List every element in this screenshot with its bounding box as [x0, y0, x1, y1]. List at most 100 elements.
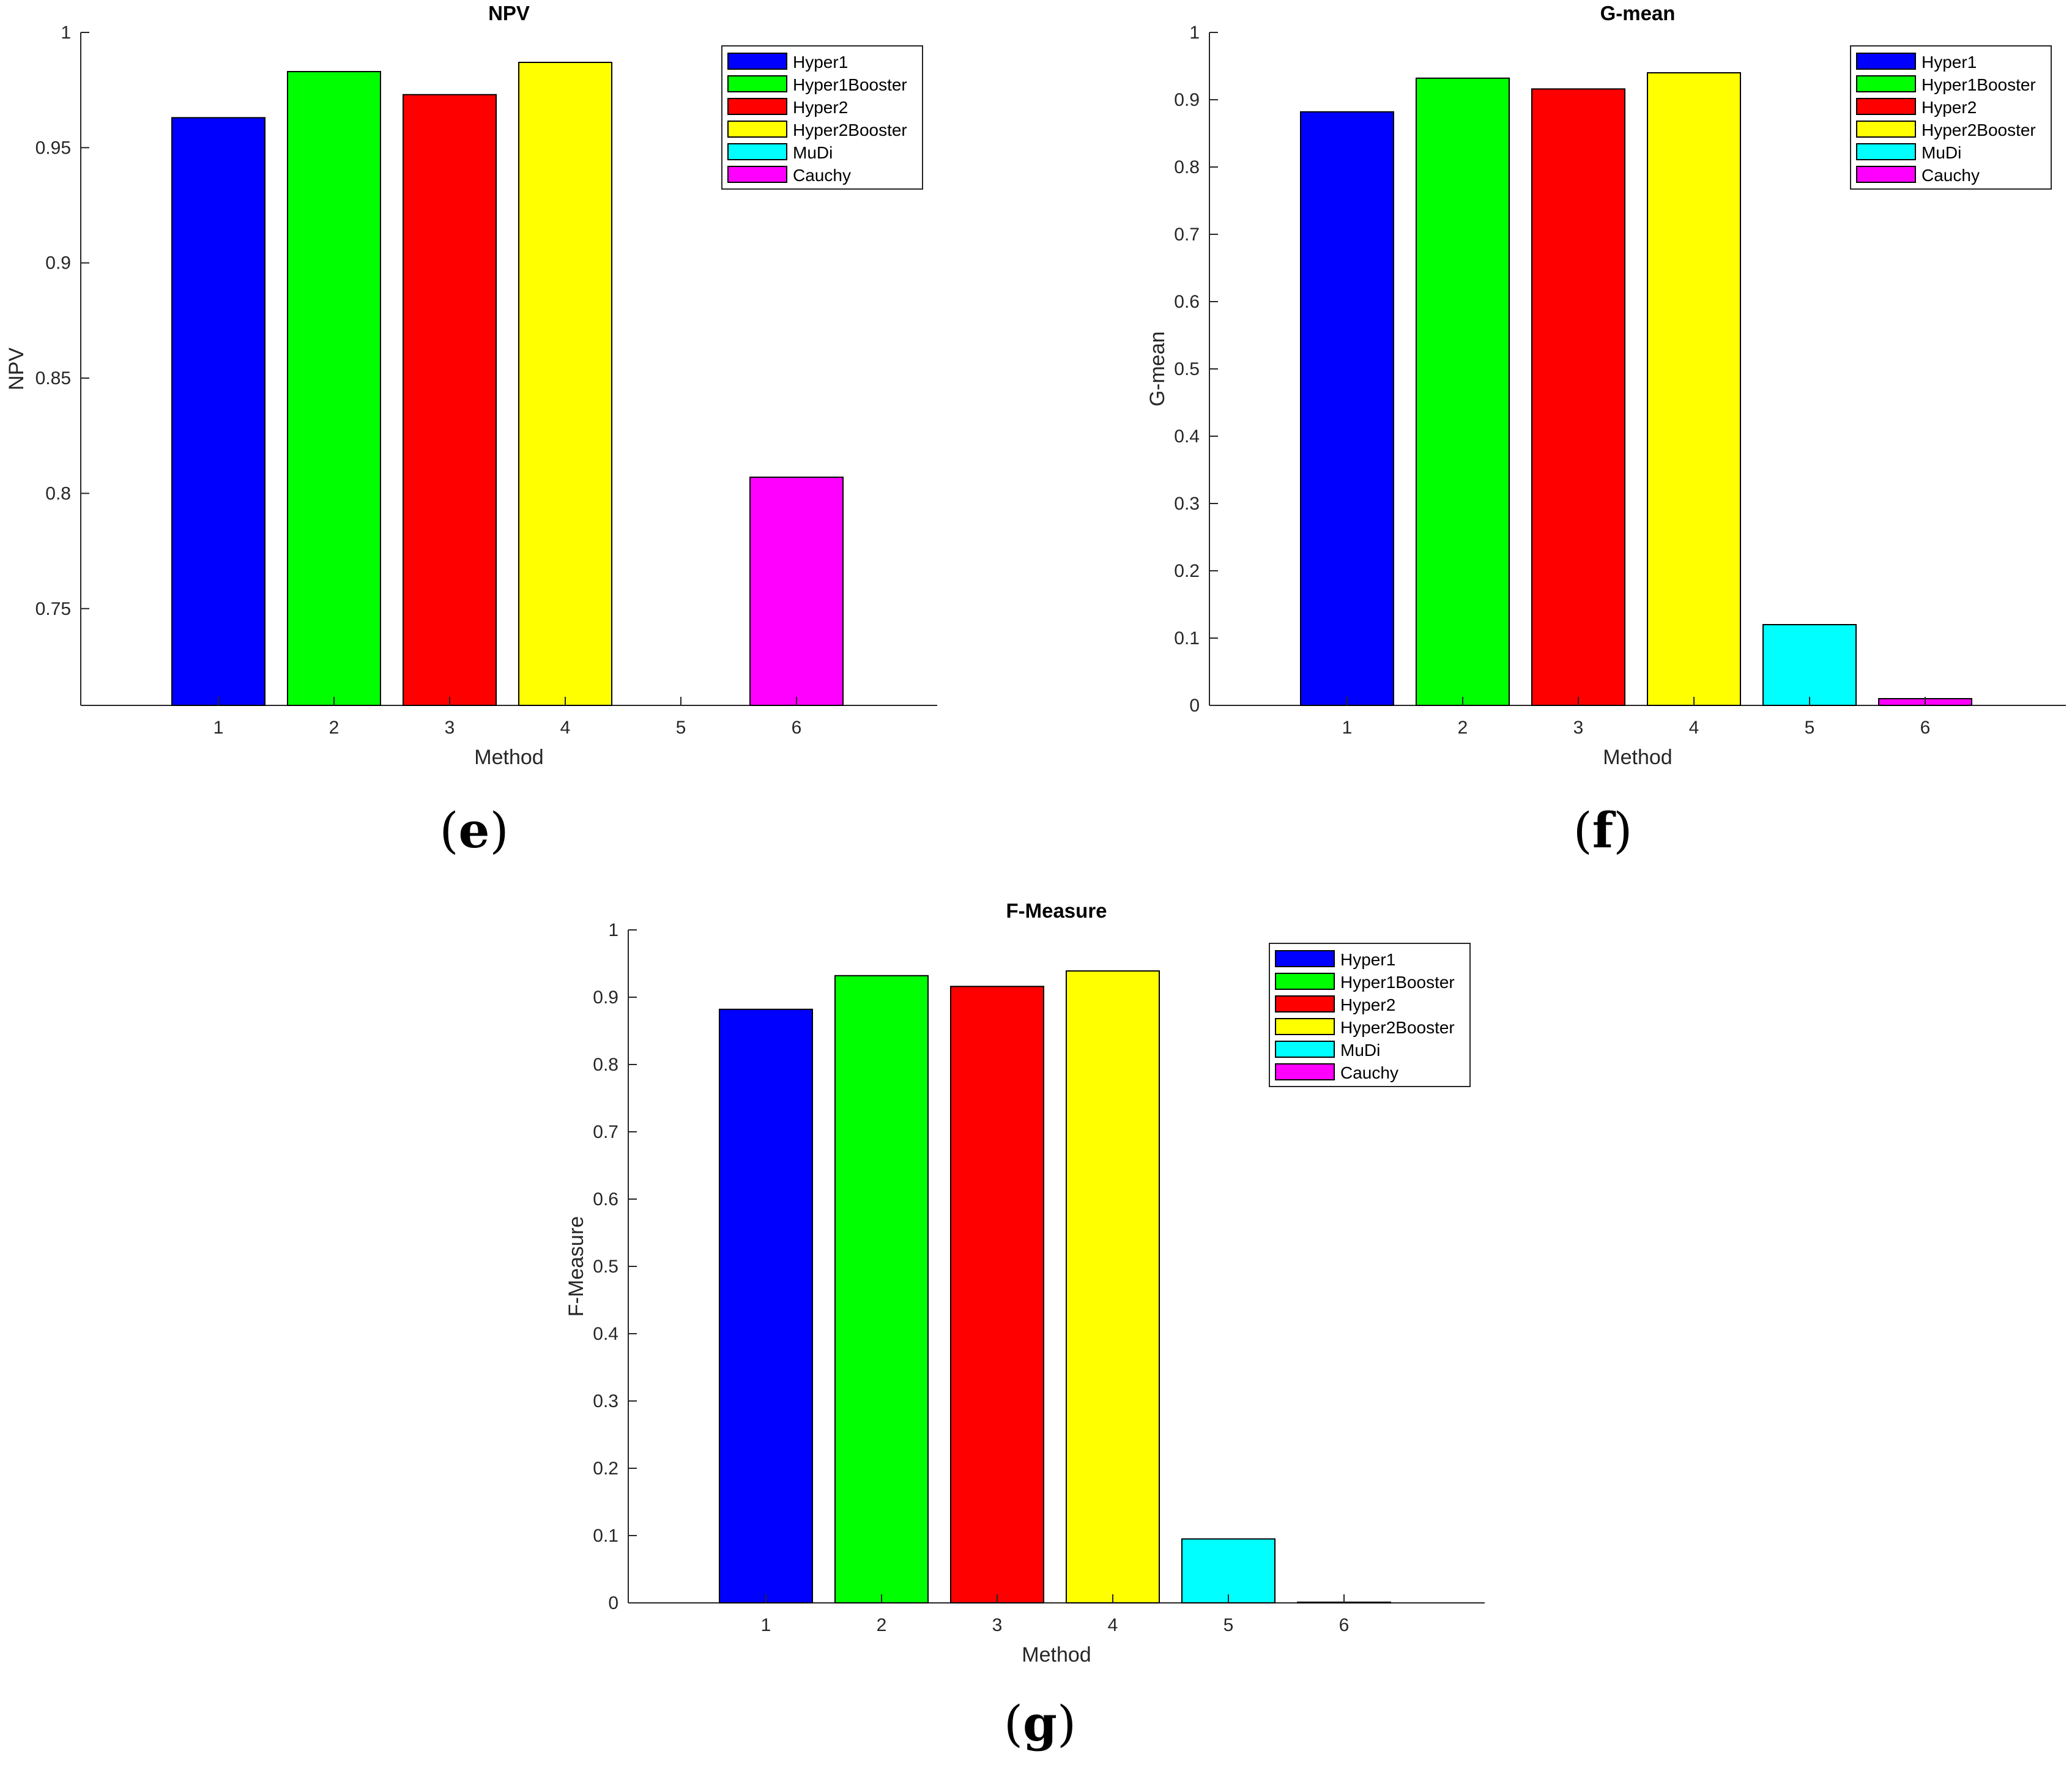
x-tick-label: 4: [1689, 718, 1699, 738]
bar-hyper2: [950, 986, 1044, 1603]
legend-label: Hyper1Booster: [793, 75, 907, 94]
legend-swatch: [727, 75, 787, 92]
legend-label: Hyper1: [1922, 53, 1977, 72]
y-tick-label: 0.6: [593, 1189, 618, 1209]
x-tick-label: 6: [1339, 1615, 1350, 1635]
y-tick-label: 0.2: [593, 1458, 618, 1479]
y-tick-label: 0.4: [1174, 426, 1200, 447]
chart-panel-g-mean: 0 0.1 0.2 0.3 0.4 0.5 0.6 0.7 0.8 0.9 1 1 2 3 4 5 6 G-mea…: [1129, 0, 2071, 783]
x-tick-label: 3: [992, 1615, 1003, 1635]
x-tick-label: 5: [1805, 718, 1815, 738]
chart-title: NPV: [488, 2, 530, 24]
legend-swatch: [727, 143, 787, 160]
y-tick-label: 1: [608, 920, 618, 940]
legend-box: [721, 45, 923, 190]
legend-swatch: [1275, 995, 1335, 1013]
bar-hyper1booster: [834, 975, 929, 1603]
y-tick-label: 0.9: [593, 987, 618, 1008]
y-tick-label: 0.85: [35, 368, 71, 388]
bar-hyper2: [1531, 88, 1625, 706]
legend-label: Cauchy: [1340, 1063, 1398, 1082]
legend-label: Hyper1Booster: [1340, 973, 1455, 992]
bar-hyper1: [719, 1008, 813, 1604]
x-tick-label: 6: [1920, 718, 1931, 738]
legend-label: Hyper1: [1340, 950, 1395, 969]
y-tick-label: 0.6: [1174, 292, 1200, 312]
legend-label: MuDi: [793, 143, 833, 162]
legend-swatch: [727, 53, 787, 70]
subfigure-label-f: (f): [1573, 801, 1633, 859]
legend-swatch: [727, 121, 787, 138]
x-tick-label: 3: [445, 718, 455, 738]
g-mean-chart: 0 0.1 0.2 0.3 0.4 0.5 0.6 0.7 0.8 0.9 1 1 2 3 4 5 6 G-mea…: [1146, 2, 2066, 769]
legend-label: Hyper1: [793, 53, 848, 72]
bar-mudi: [1181, 1538, 1276, 1603]
legend-swatch: [1275, 973, 1335, 990]
y-tick-label: 0.2: [1174, 561, 1200, 581]
legend-label: Cauchy: [793, 166, 851, 185]
legend-label: Hyper2Booster: [793, 121, 907, 139]
legend-label: Cauchy: [1922, 166, 1980, 185]
f-measure-chart: 0 0.1 0.2 0.3 0.4 0.5 0.6 0.7 0.8 0.9 1 1 2 3 4 5 6 F-Mea…: [565, 899, 1485, 1667]
y-tick-label: 0.7: [1174, 225, 1200, 245]
x-axis-label: Method: [1022, 1643, 1091, 1667]
legend-swatch: [1275, 1018, 1335, 1035]
x-tick-label: 3: [1573, 718, 1584, 738]
x-tick-label: 2: [877, 1615, 887, 1635]
x-tick-label: 1: [1342, 718, 1353, 738]
y-tick-label: 0.75: [35, 599, 71, 619]
legend-label: Hyper1Booster: [1922, 75, 2036, 94]
x-tick-label: 5: [1224, 1615, 1234, 1635]
chart-panel-npv: 0.75 0.8 0.85 0.9 0.95 1 1 2 3 4 5 6 NPV Method NPV Hyp…: [0, 0, 954, 783]
y-tick-label: 0.7: [593, 1122, 618, 1142]
chart-panel-f-measure: 0 0.1 0.2 0.3 0.4 0.5 0.6 0.7 0.8 0.9 1 1 2 3 4 5 6 F-Mea…: [548, 893, 1502, 1676]
legend-label: Hyper2: [1922, 98, 1977, 117]
bar-mudi: [1762, 624, 1857, 706]
legend-label: Hyper2: [1340, 995, 1395, 1014]
legend-swatch: [1856, 121, 1916, 138]
y-tick-label: 0.3: [593, 1391, 618, 1411]
chart-title: G-mean: [1600, 2, 1676, 24]
legend-swatch: [1275, 1041, 1335, 1058]
bar-cauchy: [749, 477, 844, 706]
y-tick-label: 0.9: [1174, 90, 1200, 110]
legend-swatch: [1856, 53, 1916, 70]
y-tick-label: 1: [1189, 23, 1200, 43]
y-tick-label: 0.5: [1174, 359, 1200, 379]
bar-hyper1: [171, 117, 265, 707]
x-tick-label: 1: [214, 718, 224, 738]
npv-chart: 0.75 0.8 0.85 0.9 0.95 1 1 2 3 4 5 6 NPV Method NPV Hyp…: [5, 2, 937, 769]
bar-hyper1: [1300, 111, 1394, 707]
legend-swatch: [1856, 143, 1916, 160]
legend-label: Hyper2Booster: [1340, 1018, 1455, 1037]
y-axis-label: NPV: [5, 347, 28, 390]
x-axis-label: Method: [1603, 746, 1672, 769]
legend-swatch: [1275, 950, 1335, 967]
y-tick-label: 0.1: [593, 1526, 618, 1546]
legend-swatch: [1275, 1063, 1335, 1080]
x-tick-label: 1: [761, 1615, 771, 1635]
y-tick-label: 0: [1189, 696, 1200, 716]
y-tick-label: 0.8: [593, 1055, 618, 1075]
chart-title: F-Measure: [1006, 899, 1107, 922]
legend-label: Hyper2: [793, 98, 848, 117]
legend-label: Hyper2Booster: [1922, 121, 2036, 139]
y-tick-label: 0.8: [1174, 157, 1200, 177]
x-tick-label: 5: [676, 718, 686, 738]
legend-label: MuDi: [1922, 143, 1961, 162]
legend-swatch: [727, 98, 787, 115]
legend-swatch: [727, 166, 787, 183]
y-axis-label: G-mean: [1146, 332, 1169, 407]
x-tick-label: 2: [1458, 718, 1468, 738]
legend-label: MuDi: [1340, 1041, 1380, 1060]
bar-hyper2: [403, 94, 497, 706]
subfigure-label-g: (g): [1003, 1695, 1077, 1752]
x-axis-label: Method: [474, 746, 543, 769]
legend-swatch: [1856, 98, 1916, 115]
bar-hyper1booster: [287, 71, 381, 706]
y-axis-label: F-Measure: [565, 1216, 588, 1317]
x-tick-label: 4: [560, 718, 571, 738]
bar-hyper2booster: [518, 61, 612, 706]
legend-swatch: [1856, 75, 1916, 92]
y-tick-label: 0.8: [45, 483, 71, 503]
